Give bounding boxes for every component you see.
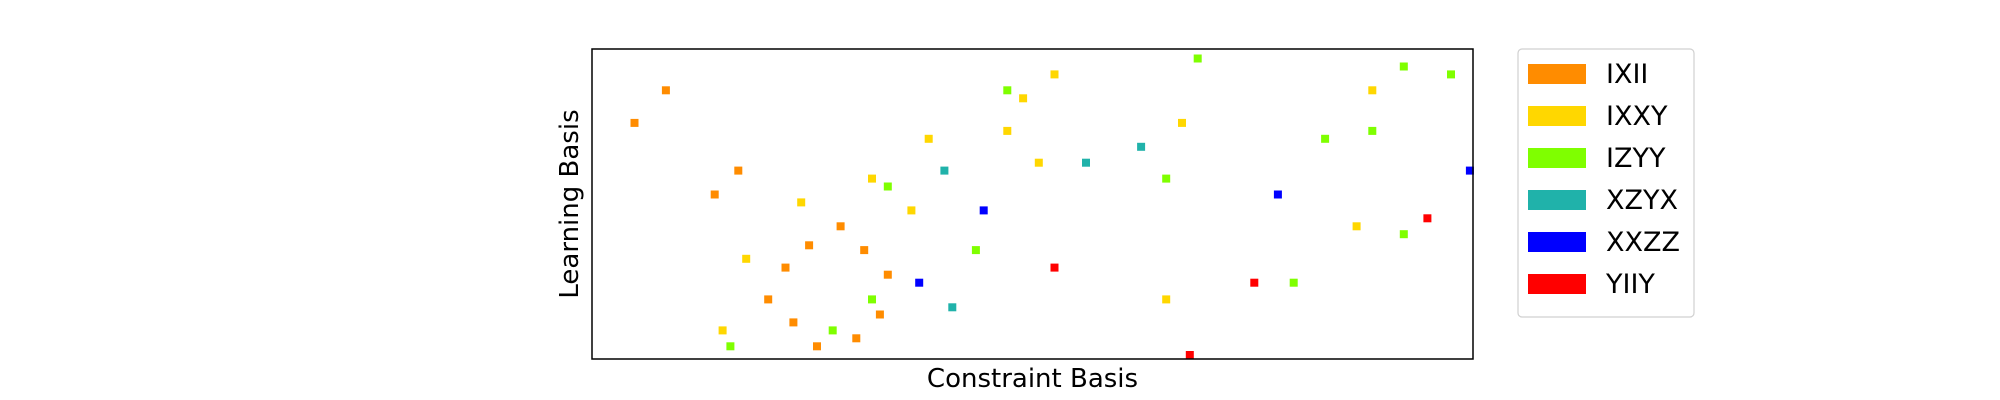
data-point: [1019, 94, 1028, 103]
data-point: [781, 263, 790, 272]
data-point: [1399, 230, 1408, 239]
data-point: [883, 270, 892, 279]
data-point: [1368, 126, 1377, 135]
data-point: [1050, 70, 1059, 79]
data-point: [875, 310, 884, 319]
data-point: [1289, 278, 1298, 287]
data-point: [836, 222, 845, 231]
data-point: [1050, 263, 1059, 272]
plot-area: [630, 54, 1474, 359]
y-axis-title: Learning Basis: [555, 109, 585, 298]
legend-swatch: [1528, 106, 1586, 126]
data-point: [868, 174, 876, 183]
legend-label: XXZZ: [1606, 227, 1680, 258]
data-point: [915, 278, 924, 287]
data-point: [1137, 142, 1146, 151]
legend-label: IXXY: [1606, 101, 1668, 132]
data-point: [1003, 86, 1012, 95]
data-point: [813, 342, 821, 351]
data-point: [948, 303, 957, 312]
legend-swatch: [1528, 232, 1586, 252]
data-point: [1368, 86, 1377, 95]
data-point: [1162, 174, 1171, 183]
data-point: [907, 206, 916, 215]
legend-swatch: [1528, 274, 1586, 294]
data-point: [1034, 158, 1043, 167]
data-point: [710, 190, 719, 199]
legend-swatch: [1528, 64, 1586, 84]
data-point: [1273, 190, 1282, 199]
data-point: [1352, 222, 1361, 231]
data-point: [718, 326, 727, 335]
data-point: [924, 134, 933, 143]
data-point: [805, 241, 814, 250]
data-point: [764, 295, 773, 304]
legend-swatch: [1528, 148, 1586, 168]
data-point: [828, 326, 837, 335]
data-point: [852, 334, 861, 343]
data-point: [971, 246, 980, 255]
data-point: [1321, 134, 1330, 143]
data-point: [797, 198, 806, 207]
series-xzyx: [940, 142, 1146, 312]
data-point: [940, 166, 949, 175]
plot-frame: [591, 48, 1474, 360]
data-point: [1423, 214, 1432, 223]
data-point: [1193, 54, 1202, 63]
legend: IXII IXXY IZYY XZYX XXZZ YIIY: [1517, 48, 1695, 318]
data-point: [979, 206, 988, 215]
data-point: [1399, 62, 1408, 71]
series-ixxy: [718, 70, 1377, 335]
data-point: [789, 318, 798, 327]
data-point: [1003, 126, 1012, 135]
series-xxzz: [915, 166, 1474, 287]
legend-label: IZYY: [1606, 143, 1666, 174]
data-point: [1178, 118, 1186, 127]
data-point: [1185, 351, 1194, 359]
x-axis-title: Constraint Basis: [927, 364, 1138, 394]
data-point: [726, 342, 735, 351]
legend-label: IXII: [1606, 59, 1648, 90]
legend-label: YIIY: [1605, 269, 1655, 300]
series-izyy: [726, 54, 1455, 351]
data-point: [734, 166, 743, 175]
data-point: [742, 254, 751, 263]
data-point: [860, 246, 869, 255]
data-point: [630, 118, 639, 127]
data-point: [1465, 166, 1474, 175]
series-yiiy: [1050, 214, 1432, 359]
data-point: [1162, 295, 1171, 304]
series-ixii: [630, 86, 892, 351]
data-point: [1447, 70, 1455, 79]
legend-swatch: [1528, 190, 1586, 210]
data-point: [868, 295, 876, 304]
data-point: [883, 182, 892, 191]
data-point: [1082, 158, 1090, 167]
data-point: [661, 86, 670, 95]
data-point: [1250, 278, 1259, 287]
legend-label: XZYX: [1606, 185, 1678, 216]
